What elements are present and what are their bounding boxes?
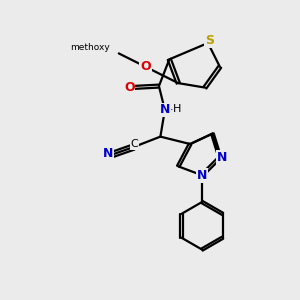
- Text: N: N: [103, 147, 114, 161]
- Text: N: N: [197, 169, 207, 182]
- Text: N: N: [160, 103, 170, 116]
- Text: S: S: [205, 34, 214, 47]
- Text: H: H: [172, 104, 181, 114]
- Text: O: O: [124, 81, 134, 94]
- Text: C: C: [130, 139, 138, 149]
- Text: N: N: [217, 151, 227, 164]
- Text: methoxy: methoxy: [70, 43, 110, 52]
- Text: ·: ·: [169, 105, 173, 115]
- Text: O: O: [140, 60, 151, 73]
